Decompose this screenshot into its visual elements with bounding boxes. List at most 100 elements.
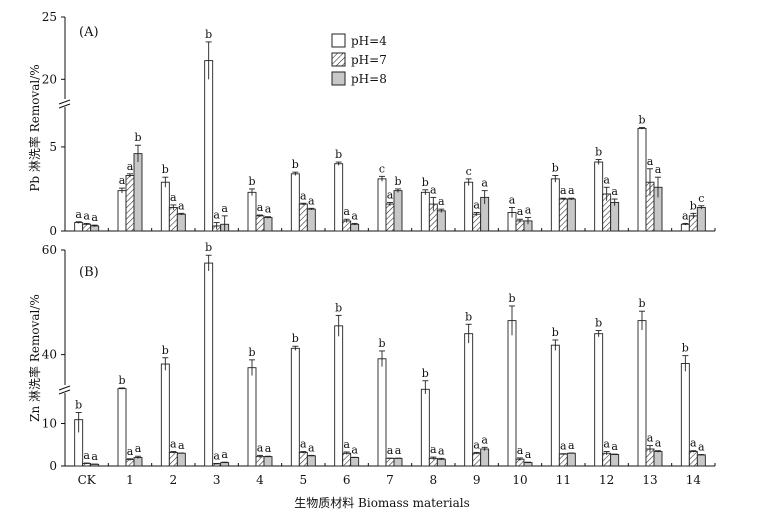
- panel-a-bar-white: [74, 222, 84, 232]
- panel-a-bar-gray: [176, 213, 186, 232]
- panel-b-bar-gray: [653, 451, 663, 467]
- panel-a-significance-letter: a: [509, 193, 516, 206]
- x-tick-label: 8: [430, 473, 438, 487]
- panel-a-axis-break-mark: [58, 103, 71, 109]
- panel-b-significance-letter: a: [395, 444, 402, 457]
- panel-a-significance-letter: a: [83, 209, 90, 222]
- panel-b-ylabel: Zn 淋洗率 Removal/%: [27, 294, 42, 422]
- panel-a-significance-letter: a: [655, 163, 662, 176]
- legend: pH=4 pH=7 pH=8: [331, 33, 387, 86]
- panel-b-significance-letter: a: [178, 439, 185, 452]
- panel-a-significance-letter: a: [75, 208, 82, 221]
- panel-a-bar-gray: [263, 217, 273, 232]
- panel-a-significance-letter: a: [481, 177, 488, 190]
- x-tick-label: 9: [473, 473, 481, 487]
- panel-a-significance-letter: b: [248, 175, 255, 188]
- panel-a-bar-white: [637, 127, 647, 232]
- x-tick-label: 12: [599, 473, 614, 487]
- panel-b-significance-letter: a: [127, 445, 134, 458]
- panel-a-significance-letter: a: [351, 209, 358, 222]
- panel-b-bar-gray: [610, 454, 620, 467]
- panel-a-significance-letter: b: [638, 114, 645, 127]
- panel-a-y-tick-label: 0: [49, 224, 57, 238]
- panel-b-label: (B): [79, 265, 99, 280]
- panel-a-bar-hatched: [558, 198, 568, 232]
- x-tick-label: 7: [386, 473, 394, 487]
- panel-a-bar-hatched: [82, 223, 92, 232]
- panel-b-bar-gray: [696, 454, 706, 467]
- panel-b-significance-letter: a: [655, 437, 662, 450]
- panel-b-significance-letter: a: [387, 444, 394, 457]
- panel-b-bar-white: [160, 363, 170, 467]
- panel-a-bar-hatched: [168, 207, 178, 232]
- panel-b-bar-gray: [220, 462, 230, 467]
- panel-a-significance-letter: a: [265, 203, 272, 216]
- legend-label-ph4: pH=4: [351, 34, 387, 48]
- panel-a-axis-break-mark: [58, 99, 71, 105]
- panel-b-significance-letter: a: [517, 444, 524, 457]
- panel-a-significance-letter: a: [525, 204, 532, 217]
- panel-a-significance-letter: b: [595, 146, 602, 159]
- panel-a-significance-letter: a: [647, 155, 654, 168]
- panel-a-significance-letter: a: [682, 209, 689, 222]
- panel-a-y-tick-label: 20: [42, 72, 57, 86]
- panel-b-bar-gray: [393, 457, 403, 467]
- panel-b-y-tick-label: 40: [42, 348, 57, 362]
- panel-b-significance-letter: b: [248, 346, 255, 359]
- panel-b-significance-letter: a: [473, 438, 480, 451]
- panel-b-significance-letter: a: [91, 450, 98, 463]
- panel-b-significance-letter: a: [351, 443, 358, 456]
- panel-a-bar-gray: [566, 198, 576, 232]
- panel-a-bar-hatched: [472, 213, 482, 232]
- panel-b-significance-letter: b: [292, 332, 299, 345]
- panel-a-bar-hatched: [125, 175, 135, 232]
- panel-a-significance-letter: a: [517, 205, 524, 218]
- panel-b-bar-hatched: [558, 453, 568, 467]
- panel-b-significance-letter: a: [300, 438, 307, 451]
- panel-b-bar-hatched: [342, 452, 352, 467]
- x-axis-title: 生物质材料 Biomass materials: [294, 496, 470, 510]
- panel-b-bar-white: [680, 363, 690, 467]
- x-tick-label: 4: [256, 473, 264, 487]
- panel-a-significance-letter: a: [170, 191, 177, 204]
- panel-a-significance-letter: a: [127, 160, 134, 173]
- panel-b-significance-letter: b: [205, 241, 212, 254]
- panel-b-bar-gray: [176, 452, 186, 467]
- x-tick-label: 5: [300, 473, 308, 487]
- panel-a-axis-break-gap: [59, 99, 71, 107]
- panel-b-significance-letter: a: [135, 442, 142, 455]
- panel-a-bar-white: [420, 191, 430, 232]
- panel-a-bar-gray: [696, 207, 706, 232]
- panel-b-significance-letter: a: [213, 449, 220, 462]
- panel-a-bar-hatched: [298, 203, 308, 232]
- panel-a-bar-white: [117, 190, 127, 232]
- panel-b-significance-letter: b: [75, 398, 82, 411]
- panel-b-significance-letter: a: [343, 438, 350, 451]
- panel-a-significance-letter: b: [134, 131, 141, 144]
- panel-a: (A) Pb 淋洗率 Removal/% pH=4 pH=7 pH=8 0 5 20…: [27, 10, 716, 238]
- panel-b-bar-white: [290, 347, 300, 467]
- panel-b-axis-break-mark: [58, 385, 71, 391]
- panel-a-ylabel: Pb 淋洗率 Removal/%: [27, 64, 42, 191]
- panel-b-bar-hatched: [688, 451, 698, 467]
- panel-b-bar-gray: [523, 462, 533, 467]
- panel-b-bar-white: [637, 320, 647, 467]
- x-tick-label: CK: [78, 473, 97, 487]
- panel-a-bar-gray: [610, 201, 620, 232]
- panel-a-significance-letter: a: [119, 174, 126, 187]
- panel-b-significance-letter: a: [603, 438, 610, 451]
- panel-b-significance-letter: a: [525, 448, 532, 461]
- x-tick-label: 2: [170, 473, 178, 487]
- panel-b-significance-letter: a: [257, 441, 264, 454]
- panel-a-significance-letter: b: [394, 175, 401, 188]
- panel-a-significance-letter: b: [690, 199, 697, 212]
- panel-a-significance-letter: a: [300, 189, 307, 202]
- panel-a-significance-letter: a: [91, 211, 98, 224]
- panel-a-bar-white: [464, 181, 474, 232]
- legend-swatch-ph8: [331, 71, 346, 86]
- panel-b-bar-white: [550, 344, 560, 467]
- panel-a-bar-gray: [306, 208, 316, 232]
- panel-b-significance-letter: b: [595, 317, 602, 330]
- panel-a-bar-white: [377, 178, 387, 232]
- panel-b-bar-hatched: [255, 456, 265, 467]
